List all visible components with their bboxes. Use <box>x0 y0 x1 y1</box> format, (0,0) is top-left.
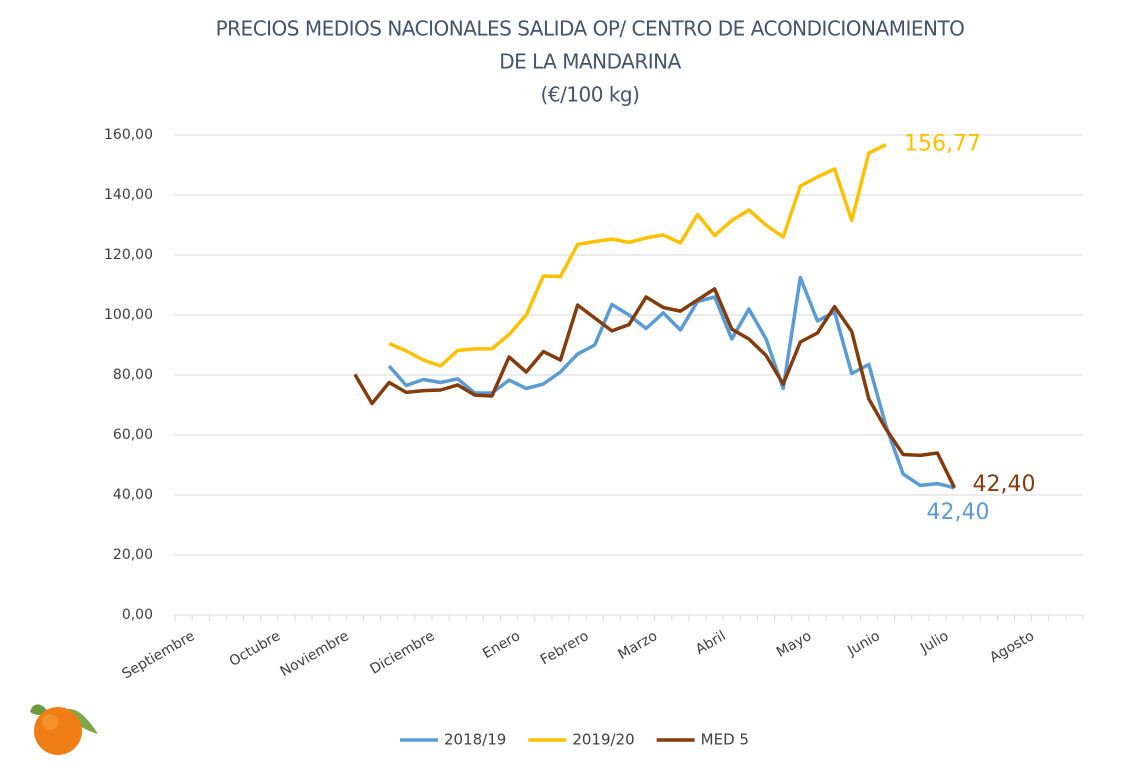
x-tick-label: Agosto <box>987 628 1037 666</box>
series-line <box>353 287 957 489</box>
x-tick-label: Enero <box>480 628 523 662</box>
data-label: 156,77 <box>904 132 981 157</box>
x-tick-label: Diciembre <box>368 628 438 678</box>
chart-title: DE LA MANDARINA <box>499 50 681 74</box>
x-tick-label: Marzo <box>615 628 660 663</box>
series-line <box>388 143 887 368</box>
y-tick-label: 120,00 <box>104 247 153 263</box>
y-tick-label: 100,00 <box>104 307 153 323</box>
x-tick-label: Junio <box>844 628 883 660</box>
legend-label: 2019/20 <box>572 731 634 749</box>
data-label: 42,40 <box>973 472 1036 497</box>
y-tick-label: 140,00 <box>104 187 153 203</box>
x-tick-label: Febrero <box>538 628 592 668</box>
chart-subtitle: (€/100 kg) <box>541 83 640 107</box>
x-tick-label: Julio <box>917 628 951 657</box>
y-tick-label: 0,00 <box>122 607 153 623</box>
y-tick-label: 80,00 <box>113 367 153 383</box>
data-label: 42,40 <box>927 500 990 525</box>
y-tick-label: 20,00 <box>113 547 153 563</box>
y-tick-label: 60,00 <box>113 427 153 443</box>
y-tick-label: 160,00 <box>104 127 153 143</box>
legend-label: MED 5 <box>701 731 749 749</box>
y-tick-label: 40,00 <box>113 487 153 503</box>
x-tick-label: Octubre <box>227 628 284 670</box>
chart-title: PRECIOS MEDIOS NACIONALES SALIDA OP/ CEN… <box>216 17 965 41</box>
x-tick-label: Septiembre <box>119 628 197 682</box>
orange-icon <box>30 704 98 755</box>
x-tick-label: Abril <box>693 628 729 658</box>
x-tick-label: Mayo <box>774 628 814 661</box>
legend-label: 2018/19 <box>444 731 506 749</box>
x-tick-label: Noviembre <box>278 628 352 680</box>
